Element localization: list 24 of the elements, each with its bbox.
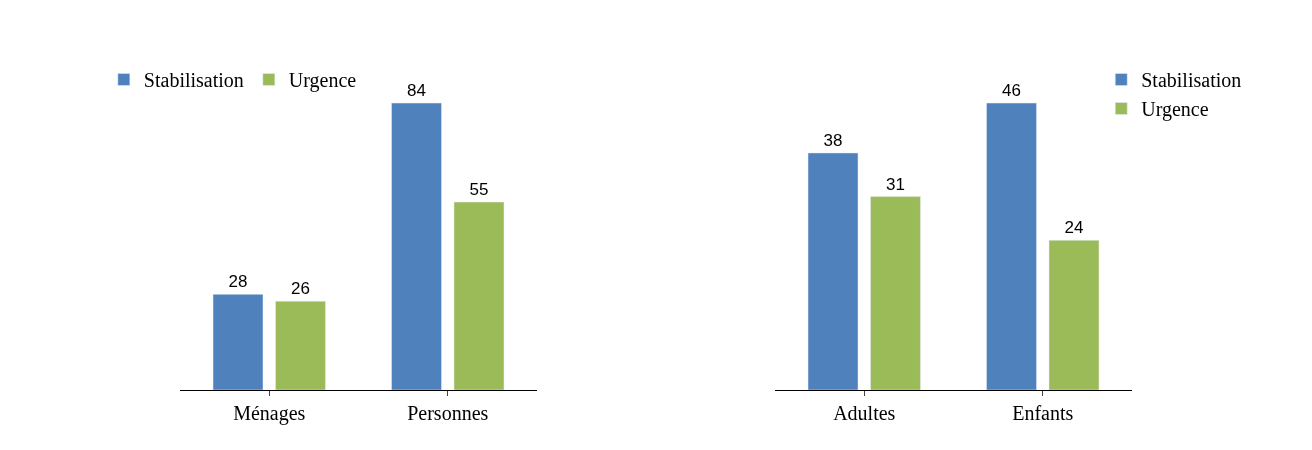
bar <box>453 201 505 390</box>
data-label: 24 <box>1064 218 1084 238</box>
bar <box>870 196 921 390</box>
bar <box>807 152 859 390</box>
data-label: 38 <box>823 130 843 150</box>
legend-label: Urgence <box>1141 98 1209 122</box>
bar <box>275 300 326 390</box>
data-label: 84 <box>407 81 426 101</box>
legend-label: Stabilisation <box>1141 69 1242 92</box>
legend-label: Urgence <box>288 69 357 93</box>
x-tick-label: Ménages <box>233 402 306 425</box>
data-label: 26 <box>291 279 310 299</box>
x-tick-label: Personnes <box>407 402 489 424</box>
data-label: 31 <box>886 174 905 194</box>
bar <box>391 102 442 390</box>
data-label: 46 <box>1002 81 1021 101</box>
data-label: 55 <box>469 180 489 200</box>
legend-label: Stabilisation <box>143 69 244 92</box>
bar <box>986 102 1037 390</box>
data-label: 28 <box>228 272 248 292</box>
bar <box>1048 240 1100 390</box>
x-tick-label: Enfants <box>1012 402 1074 424</box>
x-tick-label: Adultes <box>833 402 896 424</box>
bar <box>212 294 264 390</box>
